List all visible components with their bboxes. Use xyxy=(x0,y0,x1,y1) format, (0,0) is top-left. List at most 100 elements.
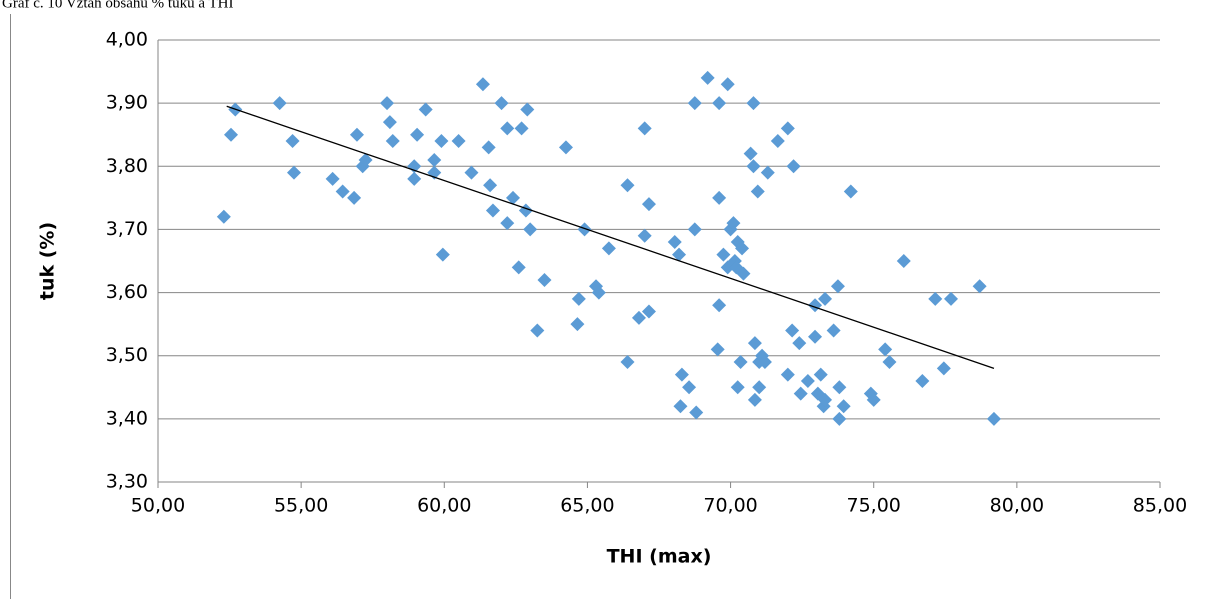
chart-title: Graf č. 10 Vztah obsahu % tuku a THI xyxy=(2,0,233,11)
point xyxy=(494,96,509,111)
point xyxy=(335,184,350,199)
point xyxy=(832,380,847,395)
point xyxy=(620,178,635,193)
point xyxy=(813,367,828,382)
point xyxy=(620,355,635,370)
x-tick-label: 50,00 xyxy=(131,495,185,517)
point xyxy=(382,115,397,130)
point xyxy=(418,102,433,117)
point xyxy=(826,323,841,338)
point xyxy=(500,121,515,136)
point xyxy=(224,127,239,142)
point xyxy=(325,171,340,186)
point xyxy=(434,134,449,149)
point xyxy=(631,310,646,325)
point xyxy=(427,152,442,167)
point xyxy=(500,216,515,231)
point xyxy=(896,254,911,268)
point xyxy=(800,373,815,388)
point xyxy=(936,361,951,376)
point xyxy=(710,342,725,357)
point xyxy=(793,386,808,401)
point xyxy=(792,336,807,351)
point xyxy=(747,336,762,351)
point xyxy=(558,140,573,155)
point xyxy=(770,134,785,149)
point xyxy=(733,355,748,370)
point xyxy=(730,380,745,395)
point xyxy=(944,291,959,306)
point xyxy=(760,165,775,180)
point xyxy=(785,323,800,338)
y-tick-label: 3,50 xyxy=(106,344,148,366)
y-tick-label: 3,70 xyxy=(106,218,148,240)
point xyxy=(637,121,652,136)
x-axis-title: THI (max) xyxy=(607,546,712,568)
point xyxy=(986,411,1001,426)
point xyxy=(712,96,727,111)
y-tick-label: 3,30 xyxy=(106,471,148,493)
x-tick-label: 55,00 xyxy=(274,495,328,517)
point xyxy=(780,367,795,382)
point xyxy=(830,279,845,294)
point xyxy=(349,127,364,142)
point xyxy=(641,304,656,319)
point xyxy=(832,411,847,426)
x-tick-label: 85,00 xyxy=(1133,495,1187,517)
point xyxy=(720,77,735,92)
point xyxy=(410,127,425,142)
y-tick-label: 3,40 xyxy=(106,407,148,429)
point xyxy=(385,134,400,149)
point xyxy=(836,399,851,414)
point xyxy=(601,241,616,256)
point xyxy=(514,121,529,136)
point xyxy=(700,70,715,85)
point xyxy=(358,152,373,167)
point xyxy=(972,279,987,294)
point xyxy=(537,272,552,287)
point xyxy=(750,184,765,199)
point xyxy=(726,216,741,231)
x-tick-label: 70,00 xyxy=(703,495,757,517)
point xyxy=(786,159,801,174)
point xyxy=(716,247,731,262)
point xyxy=(286,165,301,180)
point xyxy=(687,96,702,111)
point xyxy=(451,134,466,149)
y-tick-label: 3,60 xyxy=(106,281,148,303)
point xyxy=(747,392,762,407)
point xyxy=(347,190,362,205)
y-tick-label: 3,90 xyxy=(106,92,148,114)
point xyxy=(637,228,652,243)
point xyxy=(380,96,395,111)
point xyxy=(682,380,697,395)
point xyxy=(464,165,479,180)
point xyxy=(818,291,833,306)
point xyxy=(216,209,231,224)
point xyxy=(743,146,758,161)
x-tick-label: 65,00 xyxy=(560,495,614,517)
point xyxy=(818,392,833,407)
point xyxy=(407,159,422,174)
point xyxy=(808,329,823,344)
point xyxy=(667,235,682,250)
point xyxy=(687,222,702,237)
point xyxy=(674,367,689,382)
y-axis-title: tuk (%) xyxy=(37,222,59,300)
point xyxy=(511,260,526,275)
point xyxy=(736,266,751,281)
point xyxy=(520,102,535,117)
y-tick-label: 4,00 xyxy=(106,29,148,51)
point xyxy=(746,96,761,111)
trendline xyxy=(226,105,995,369)
point xyxy=(712,298,727,313)
point xyxy=(530,323,545,338)
point xyxy=(673,399,688,414)
point xyxy=(577,222,592,237)
point xyxy=(746,159,761,174)
point xyxy=(285,134,300,149)
y-tick-label: 3,80 xyxy=(106,155,148,177)
point xyxy=(272,96,287,111)
point xyxy=(481,140,496,155)
